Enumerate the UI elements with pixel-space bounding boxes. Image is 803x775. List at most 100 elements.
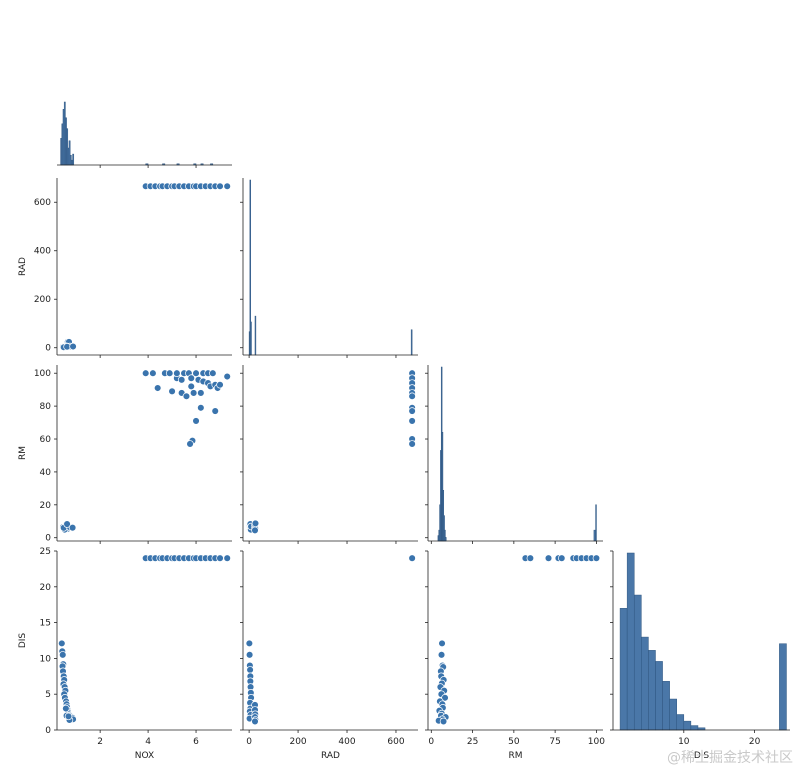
point-rm-dis-24 [544, 554, 553, 562]
point-nox-rm-13 [149, 369, 157, 377]
point-nox-rm-34 [197, 404, 205, 412]
hist-bar-rm-9 [445, 537, 447, 542]
y-tick-label-rad-200: 200 [34, 295, 51, 305]
point-nox-rm-45 [223, 372, 231, 381]
y-tick-label-rm-0: 0 [45, 534, 51, 544]
hist-bar-rm-11 [595, 504, 597, 542]
y-tick-label-rm-40: 40 [40, 468, 52, 478]
y-axis-title-rad: RAD [18, 257, 28, 276]
x-tick-label-nox-6: 6 [193, 737, 199, 747]
point-nox-rm-26 [187, 382, 195, 391]
hist-bar-dis-5 [655, 661, 663, 731]
y-tick-label-dis-5: 5 [45, 690, 51, 700]
y-tick-label-dis-20: 20 [40, 583, 52, 593]
point-rm-dis-26 [557, 554, 566, 562]
x-tick-label-rm-25: 25 [467, 737, 478, 747]
point-nox-rm-29 [192, 417, 200, 425]
x-tick-label-rm-100: 100 [588, 737, 605, 747]
watermark-text: @稀土掘金技术社区 [667, 750, 793, 766]
y-tick-label-rad-400: 400 [34, 247, 51, 257]
point-nox-rm-27 [189, 389, 198, 397]
hist-bar-dis-4 [648, 650, 656, 731]
x-tick-label-nox-2: 2 [97, 737, 103, 747]
hist-bar-dis-7 [669, 698, 677, 731]
hist-bar-dis-1 [626, 552, 635, 731]
y-tick-label-dis-0: 0 [45, 726, 51, 736]
point-rad-rm-21 [408, 407, 416, 415]
point-nox-rm-25 [187, 374, 195, 382]
x-tick-label-rad-400: 400 [338, 737, 355, 747]
hist-bar-dis-2 [633, 594, 642, 731]
hist-bar-dis-12 [779, 643, 787, 731]
point-nox-rm-31 [186, 440, 194, 448]
point-nox-rm-44 [216, 380, 224, 389]
x-tick-label-nox-4: 4 [145, 737, 151, 747]
point-nox-rm-14 [153, 384, 162, 392]
y-tick-label-dis-25: 25 [40, 547, 51, 557]
hist-bar-dis-9 [683, 720, 692, 731]
hist-bar-dis-6 [662, 681, 670, 731]
point-nox-rm-40 [209, 369, 217, 377]
point-nox-dis-25 [62, 704, 70, 713]
y-tick-label-rm-20: 20 [40, 501, 52, 511]
x-tick-label-dis-20: 20 [749, 737, 761, 747]
point-nox-rm-12 [141, 369, 150, 377]
y-axis-title-rm: RM [18, 446, 28, 460]
point-nox-rm-17 [168, 387, 176, 396]
x-tick-label-rad-0: 0 [246, 737, 252, 747]
point-nox-rm-43 [211, 407, 219, 415]
point-rad-rm-19 [408, 392, 416, 401]
point-nox-rm-33 [197, 389, 205, 397]
x-axis-title-rad: RAD [321, 751, 340, 761]
y-tick-label-rad-0: 0 [45, 344, 51, 354]
point-nox-rm-21 [177, 376, 186, 384]
point-rad-dis-1 [245, 651, 254, 659]
point-nox-rad-30 [223, 182, 231, 190]
point-rad-dis-0 [245, 639, 254, 648]
point-rad-dis-3 [246, 666, 254, 674]
y-axis-title-dis: DIS [18, 633, 28, 649]
point-nox-rm-23 [182, 392, 191, 401]
x-tick-label-rm-0: 0 [428, 737, 434, 747]
x-axis-title-rm: RM [508, 751, 522, 761]
x-tick-label-rad-600: 600 [387, 737, 404, 747]
point-rm-dis-23 [526, 554, 535, 562]
point-nox-rad-29 [216, 182, 224, 190]
hist-bar-dis-3 [641, 636, 649, 731]
y-tick-label-rm-100: 100 [34, 369, 51, 379]
point-rm-dis-1 [437, 651, 446, 659]
hist-bar-dis-10 [690, 725, 699, 731]
hist-bar-rad-4 [410, 329, 413, 356]
x-tick-label-rm-50: 50 [508, 737, 520, 747]
point-nox-dis-2 [59, 651, 67, 659]
point-nox-dis-0 [58, 639, 66, 648]
point-nox-dis-27 [64, 712, 73, 721]
hist-bar-dis-0 [619, 608, 628, 731]
point-rm-dis-21 [439, 717, 448, 726]
point-nox-rad-11 [69, 342, 77, 351]
point-rad-rm-12 [251, 526, 259, 535]
x-tick-label-rad-200: 200 [289, 737, 306, 747]
point-rm-dis-32 [592, 554, 601, 562]
x-axis-title-nox: NOX [135, 751, 154, 761]
point-nox-rm-11 [68, 523, 77, 532]
point-nox-rm-19 [173, 369, 181, 377]
y-tick-label-rm-60: 60 [40, 435, 52, 445]
point-rm-dis-11 [441, 694, 449, 702]
hist-bar-rad-3 [254, 315, 257, 356]
point-nox-rm-10 [63, 520, 71, 528]
point-rad-dis-19 [251, 717, 259, 726]
x-tick-label-dis-10: 10 [678, 737, 690, 747]
hist-bar-rad-2 [250, 321, 252, 356]
point-nox-dis-46 [223, 554, 231, 562]
y-tick-label-rad-600: 600 [34, 198, 51, 208]
point-rm-dis-0 [438, 639, 446, 648]
hist-bar-dis-8 [676, 714, 685, 731]
point-nox-rm-28 [192, 369, 200, 377]
point-rad-rm-24 [408, 440, 416, 448]
point-rad-dis-20 [408, 554, 416, 562]
point-nox-dis-45 [216, 554, 224, 562]
point-nox-rm-16 [165, 369, 174, 377]
hist-bar-nox-10 [72, 153, 75, 166]
